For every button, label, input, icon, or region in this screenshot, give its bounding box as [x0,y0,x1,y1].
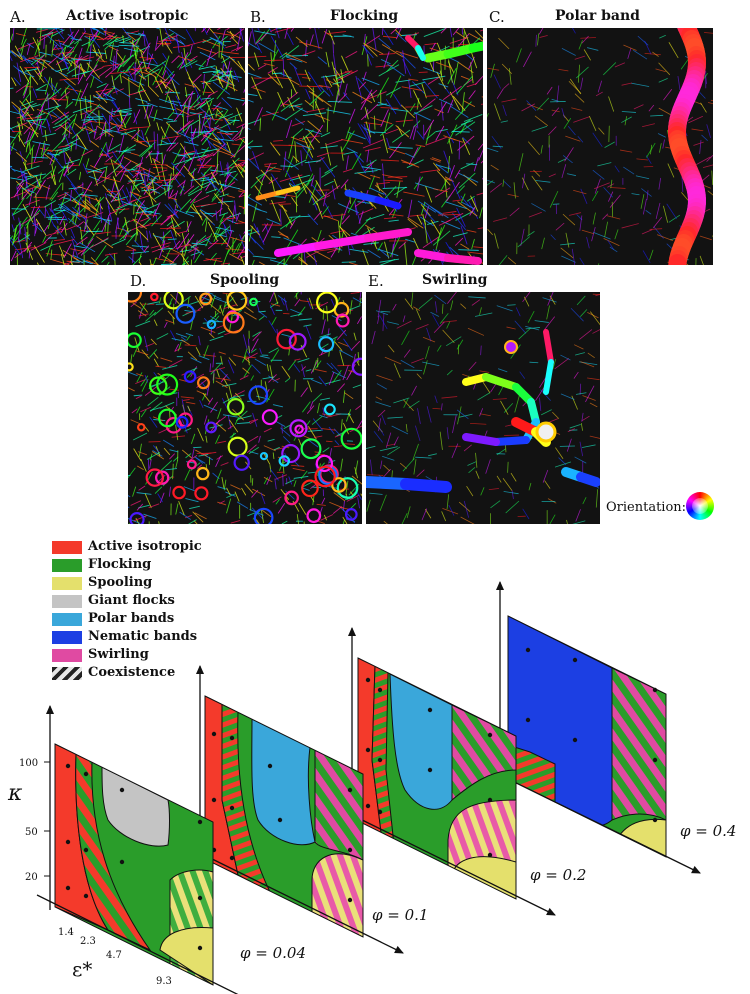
panel-title-polar-band: Polar band [555,8,640,24]
panel-title-flocking: Flocking [330,8,399,24]
panel-letter-a: A. [10,8,26,26]
orientation-label: Orientation: [606,500,687,515]
legend-swatch-spooling [52,577,82,590]
kappa-tick-50: 50 [25,827,38,838]
phi-label-0.1: φ = 0.1 [372,906,428,924]
sim-image-spooling [128,292,362,524]
legend-label: Flocking [88,557,152,572]
legend-swatch-swirling [52,649,82,662]
legend-label: Polar bands [88,611,175,626]
eps-tick-4.7: 4.7 [106,950,122,961]
kappa-tick-20: 20 [25,872,38,883]
panel-title-active-isotropic: Active isotropic [66,8,189,24]
legend-swatch-giant-flocks [52,595,82,608]
legend-swatch-active-isotropic [52,541,82,554]
slice-phi-0.04 [36,705,239,994]
legend-swatch-nematic-bands [52,631,82,644]
eps-axis-3 [351,814,556,916]
phi-label-0.2: φ = 0.2 [530,866,586,884]
eps-axis-4 [499,774,701,874]
legend-label: Spooling [88,575,153,590]
sim-image-flocking [248,28,483,265]
panel-letter-c: C. [489,8,505,26]
legend-label: Swirling [88,647,149,662]
eps-axis-symbol: ε* [72,957,92,981]
kappa-axis-symbol: κ [7,781,23,806]
panel-title-swirling: Swirling [422,272,488,288]
panel-polar-band: C. Polar band [487,0,713,265]
slice-phi-0.4 [496,581,701,874]
panel-letter-e: E. [368,272,384,290]
legend-label: Active isotropic [88,539,202,554]
panel-swirling: E. Swirling [366,270,600,525]
eps-tick-2.3: 2.3 [80,936,96,947]
panel-flocking: B. Flocking [248,0,483,265]
sim-image-swirling [366,292,600,524]
eps-axis-1 [36,894,239,994]
legend-swatch-coexistence [52,667,82,680]
panel-title-spooling: Spooling [210,272,280,288]
legend-label: Coexistence [88,665,176,680]
sim-image-active-isotropic [10,28,245,265]
legend-swatch-polar-bands [52,613,82,626]
legend-label: Giant flocks [88,593,175,608]
phi-label-0.04: φ = 0.04 [240,944,306,962]
slice-phi-0.1 [196,665,404,954]
sim-image-polar-band [487,28,713,265]
panel-active-isotropic: A. Active isotropic [10,0,245,265]
slice-phi-0.2 [348,627,556,916]
kappa-tick-100: 100 [19,758,38,769]
eps-tick-1.4: 1.4 [58,927,74,938]
panel-spooling: D. Spooling [128,270,362,525]
legend-label: Nematic bands [88,629,198,644]
legend-swatch-flocking [52,559,82,572]
panel-letter-d: D. [130,272,147,290]
phi-label-0.4: φ = 0.4 [680,822,736,840]
orientation-color-wheel-icon [686,492,714,520]
eps-axis-2 [199,852,404,954]
panel-letter-b: B. [250,8,266,26]
eps-tick-9.3: 9.3 [156,976,172,987]
